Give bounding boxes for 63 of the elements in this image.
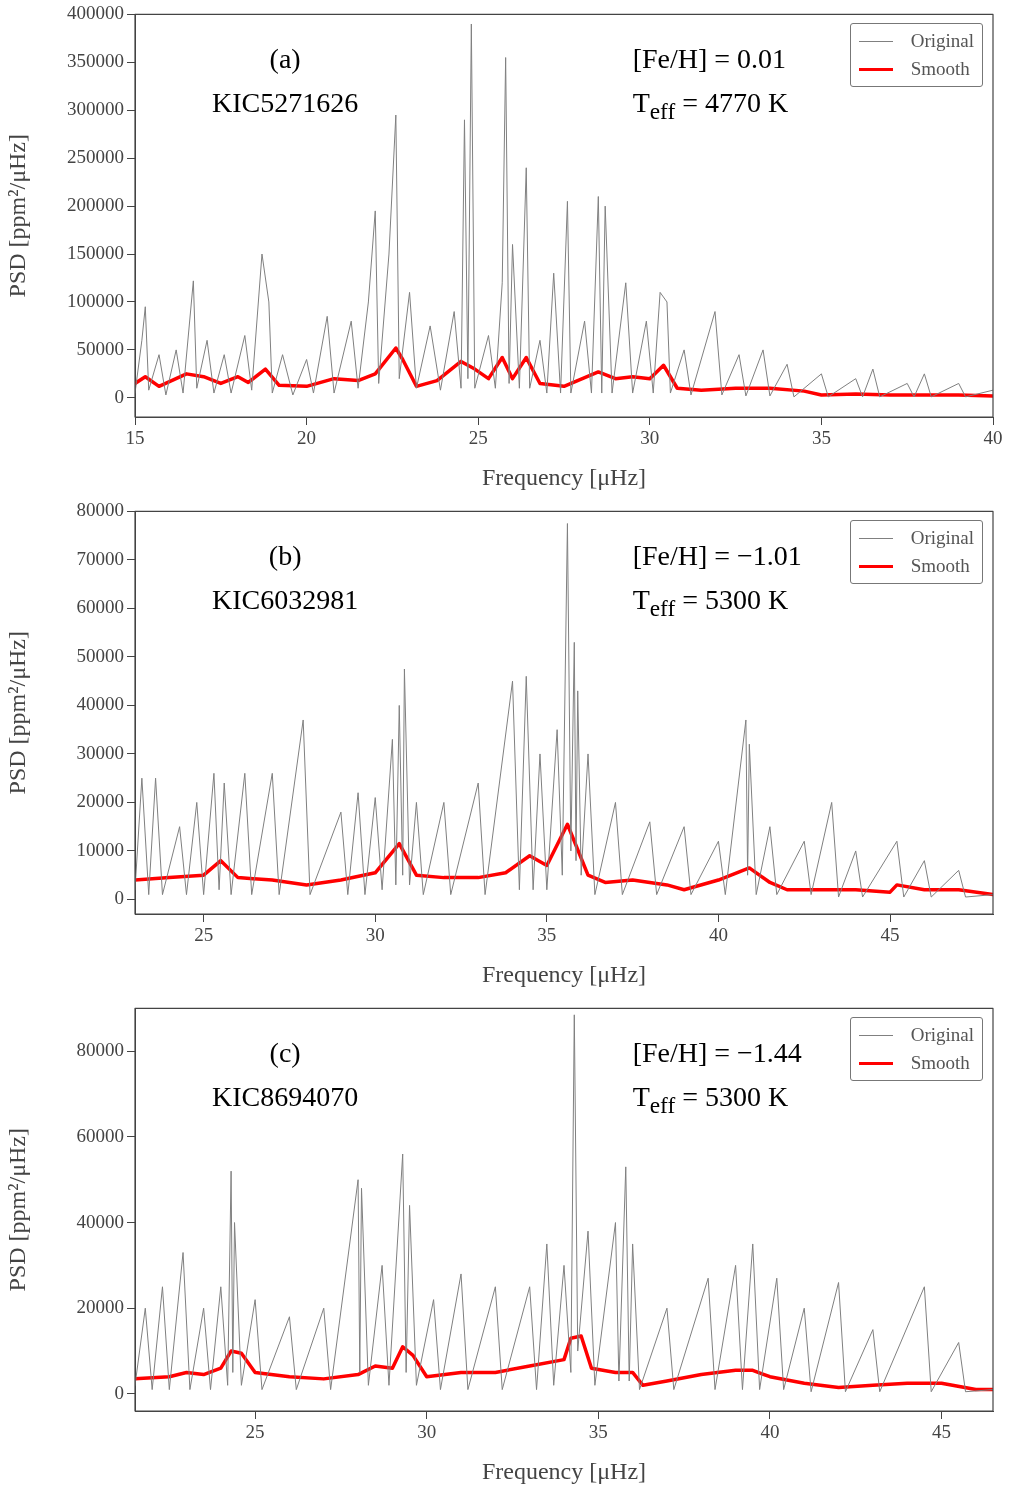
x-tick-label: 25 (468, 427, 488, 449)
x-tick-label: 25 (194, 924, 214, 946)
y-tick-label: 350000 (67, 50, 124, 72)
x-axis-title: Frequency [μHz] (481, 1457, 647, 1484)
legend-label: Smooth (910, 58, 970, 80)
annotation: (a) (269, 43, 301, 75)
y-tick-label: 0 (114, 1381, 124, 1403)
y-tick-label: 40000 (76, 1210, 124, 1232)
y-axis-title: PSD [ppm²/μHz] (3, 134, 30, 298)
x-tick-label: 30 (417, 1421, 437, 1443)
y-tick-label: 40000 (76, 693, 124, 715)
annotation: KIC6032981 (212, 584, 359, 616)
x-tick-label: 20 (297, 427, 317, 449)
annotation: (c) (269, 1037, 301, 1069)
y-tick-label: 0 (114, 887, 124, 909)
x-tick-label: 15 (125, 427, 145, 449)
annotation: KIC5271626 (212, 87, 359, 119)
x-axis-title: Frequency [μHz] (481, 463, 647, 490)
annotation: [Fe/H] = −1.44 (632, 1037, 802, 1069)
y-tick-label: 50000 (76, 644, 124, 666)
y-tick-label: 60000 (76, 1124, 124, 1146)
y-tick-label: 50000 (76, 337, 124, 359)
y-tick-label: 200000 (67, 194, 124, 216)
y-tick-label: 300000 (67, 98, 124, 120)
x-axis-title: Frequency [μHz] (481, 960, 647, 987)
y-tick-label: 0 (114, 385, 124, 407)
annotation: [Fe/H] = −1.01 (632, 540, 802, 572)
y-tick-label: 80000 (76, 1039, 124, 1061)
x-tick-label: 35 (588, 1421, 608, 1443)
y-tick-label: 60000 (76, 596, 124, 618)
y-tick-label: 10000 (76, 838, 124, 860)
x-tick-label: 35 (811, 427, 831, 449)
legend-label: Original (910, 30, 974, 52)
x-tick-label: 30 (365, 924, 385, 946)
annotation: [Fe/H] = 0.01 (632, 43, 787, 75)
x-tick-label: 30 (640, 427, 660, 449)
x-tick-label: 40 (983, 427, 1003, 449)
y-tick-label: 70000 (76, 547, 124, 569)
annotation: (b) (268, 540, 302, 572)
x-tick-label: 35 (537, 924, 557, 946)
y-tick-label: 250000 (67, 146, 124, 168)
y-axis-title: PSD [ppm²/μHz] (3, 1128, 30, 1292)
y-tick-label: 80000 (76, 499, 124, 521)
y-axis-title: PSD [ppm²/μHz] (3, 631, 30, 795)
x-tick-label: 45 (880, 924, 900, 946)
legend-label: Original (910, 527, 974, 549)
legend-label: Smooth (910, 1052, 970, 1074)
y-tick-label: 20000 (76, 790, 124, 812)
legend-label: Original (910, 1024, 974, 1046)
y-tick-label: 20000 (76, 1296, 124, 1318)
x-tick-label: 40 (760, 1421, 780, 1443)
annotation: T$_{eff}$ = 4770 K (632, 87, 789, 125)
annotation: T$_{eff}$ = 5300 K (632, 584, 789, 622)
legend-label: Smooth (910, 555, 970, 577)
annotation: T$_{eff}$ = 5300 K (632, 1081, 789, 1119)
x-tick-label: 45 (932, 1421, 952, 1443)
y-tick-label: 150000 (67, 242, 124, 264)
y-tick-label: 30000 (76, 741, 124, 763)
annotation: KIC8694070 (212, 1081, 359, 1113)
y-tick-label: 100000 (67, 289, 124, 311)
x-tick-label: 25 (245, 1421, 265, 1443)
x-tick-label: 40 (708, 924, 728, 946)
y-tick-label: 400000 (67, 2, 124, 24)
